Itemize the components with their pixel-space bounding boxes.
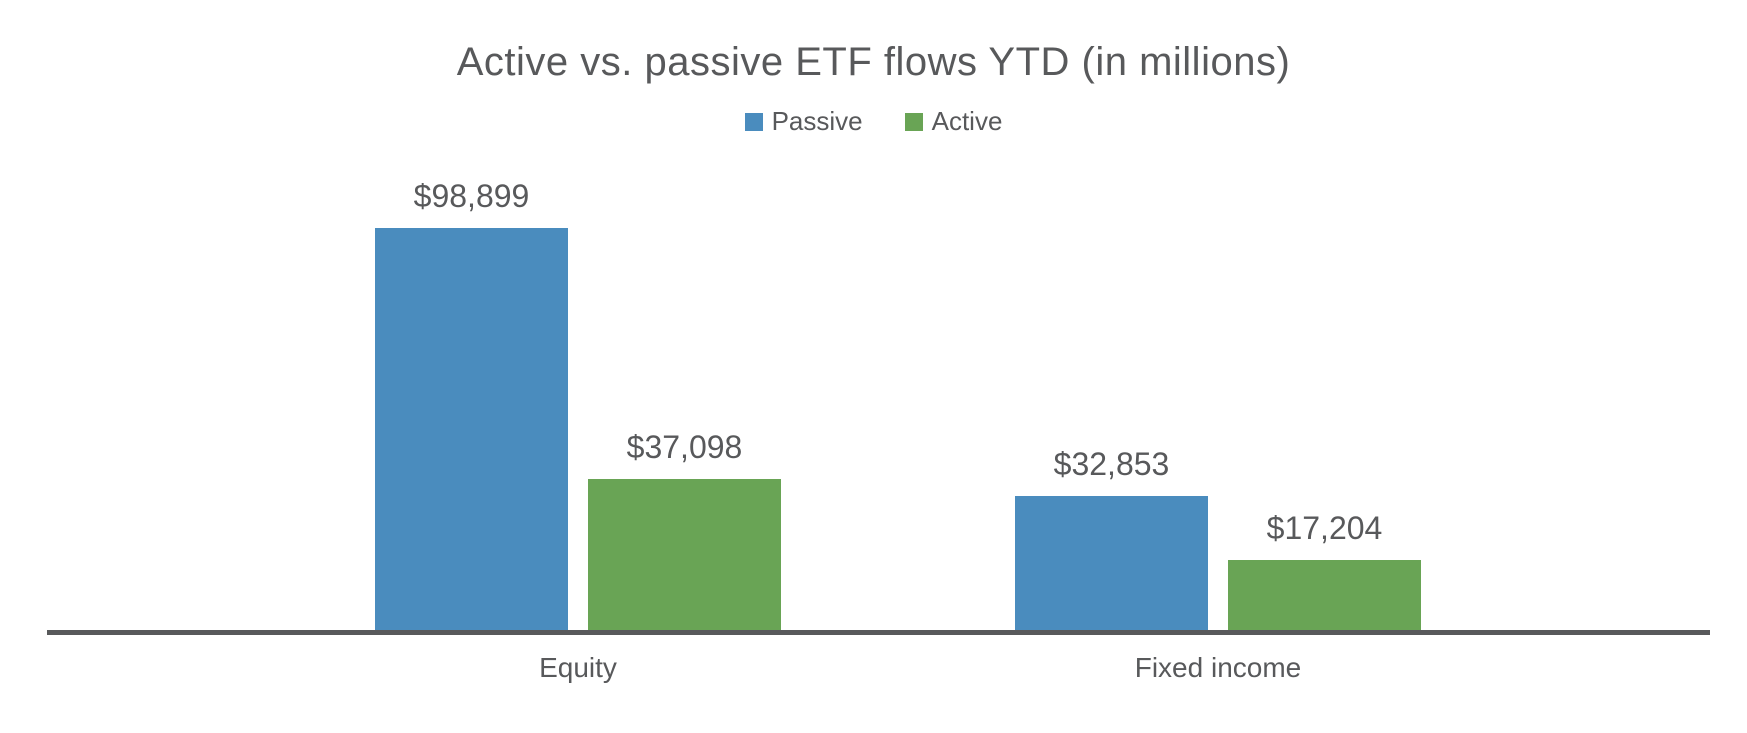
x-axis-line (47, 630, 1710, 635)
bar-equity-passive (375, 228, 568, 630)
legend-swatch-passive (744, 112, 763, 131)
legend-item-passive: Passive (744, 106, 863, 137)
value-label-equity-active: $37,098 (626, 429, 743, 465)
legend-label: Active (931, 106, 1003, 136)
value-label-fixed-income-active: $17,204 (1266, 510, 1383, 546)
legend-label: Passive (771, 106, 863, 136)
bar-fixed-income-passive (1015, 496, 1208, 630)
category-label-fixed-income: Fixed income (1134, 652, 1302, 683)
chart-title: Active vs. passive ETF flows YTD (in mil… (456, 40, 1291, 84)
value-label-fixed-income-passive: $32,853 (1053, 446, 1170, 482)
chart-legend: Passive Active (0, 106, 1747, 137)
bar-fixed-income-active (1228, 560, 1421, 630)
legend-item-active: Active (904, 106, 1003, 137)
bar-equity-active (588, 479, 781, 630)
legend-swatch-active (904, 112, 923, 131)
category-label-equity: Equity (539, 652, 617, 683)
value-label-equity-passive: $98,899 (413, 178, 530, 214)
